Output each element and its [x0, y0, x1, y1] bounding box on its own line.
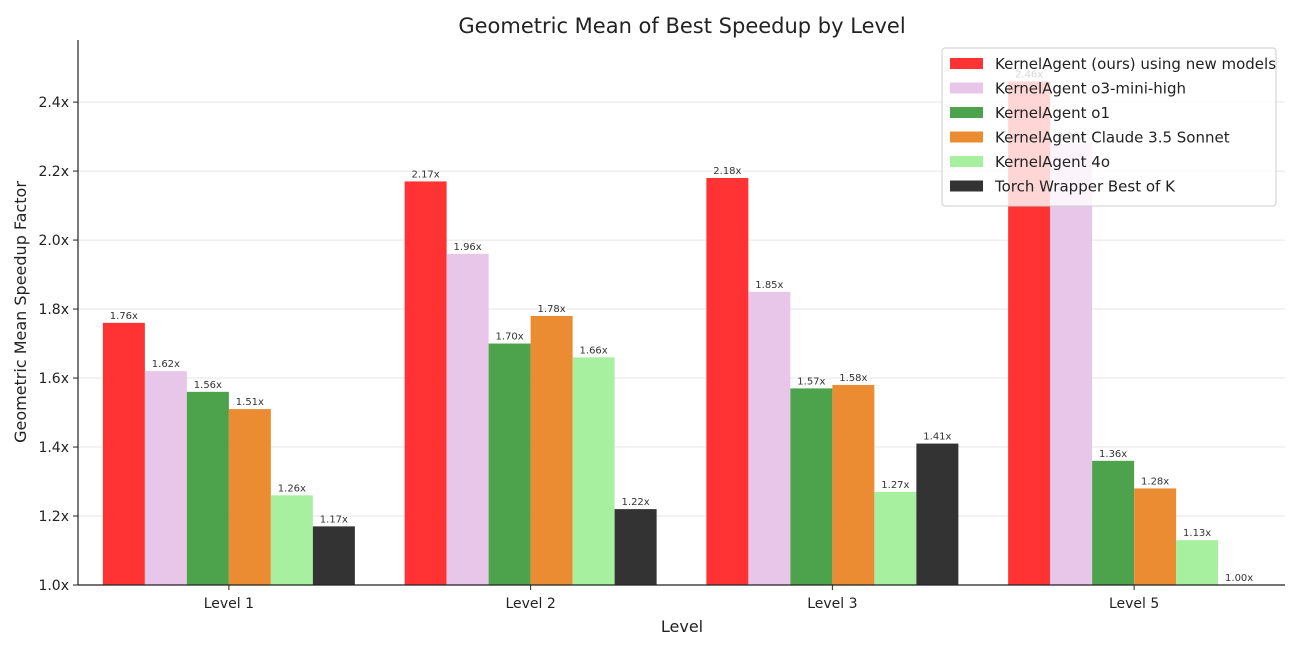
x-axis-label: Level: [661, 617, 703, 636]
y-tick-label: 1.2x: [38, 509, 69, 525]
bar-value-label: 1.57x: [797, 376, 825, 387]
bar-value-label: 1.58x: [839, 373, 867, 384]
bar-value-label: 2.18x: [713, 166, 741, 177]
legend-swatch: [950, 180, 983, 192]
bar: [270, 495, 313, 585]
bar: [1092, 460, 1135, 585]
bar-value-label: 1.96x: [454, 242, 482, 253]
bar: [790, 388, 833, 585]
bar: [312, 526, 355, 585]
legend-label: KernelAgent (ours) using new models: [995, 55, 1276, 73]
legend-label: KernelAgent 4o: [995, 153, 1110, 171]
y-tick-label: 1.6x: [38, 371, 69, 387]
bar-value-label: 1.66x: [580, 345, 608, 356]
bar: [572, 357, 615, 585]
bar-value-label: 1.17x: [320, 514, 348, 525]
legend: KernelAgent (ours) using new models Kerne…: [941, 47, 1277, 207]
bar: [530, 315, 573, 585]
legend-swatch: [950, 156, 983, 167]
bar-value-label: 1.27x: [881, 480, 909, 491]
y-axis-label: Geometric Mean Speedup Factor: [11, 181, 30, 443]
bar: [446, 253, 489, 585]
chart-title: Geometric Mean of Best Speedup by Level: [458, 14, 905, 38]
y-tick-label: 2.4x: [38, 95, 69, 111]
bar: [614, 509, 657, 585]
gridlines: [78, 101, 1285, 517]
bar-value-label: 1.76x: [110, 311, 138, 322]
legend-swatch: [950, 131, 983, 143]
legend-label: KernelAgent Claude 3.5 Sonnet: [995, 129, 1230, 147]
bar: [102, 322, 145, 585]
legend-swatch: [950, 82, 983, 94]
legend-swatch: [950, 58, 983, 69]
bar: [916, 443, 959, 585]
legend-items: KernelAgent (ours) using new models Kerne…: [950, 55, 1276, 196]
legend-label: KernelAgent o1: [995, 104, 1110, 122]
y-tick-label: 1.4x: [38, 440, 69, 456]
bar-value-label: 1.85x: [755, 280, 783, 291]
bar: [186, 391, 229, 585]
bar-value-label: 1.13x: [1183, 528, 1211, 539]
bar-value-label: 1.51x: [236, 397, 264, 408]
bar: [874, 491, 917, 585]
bar-value-label: 1.26x: [278, 483, 306, 494]
y-tick-label: 1.0x: [38, 578, 69, 594]
bars: [102, 81, 1219, 586]
x-tick-label: Level 5: [1109, 596, 1159, 612]
bar: [1176, 540, 1219, 585]
bar-value-label: 1.56x: [194, 380, 222, 391]
x-tick-label: Level 1: [204, 596, 254, 612]
x-tick-label: Level 2: [505, 596, 555, 612]
x-tick-label: Level 3: [807, 596, 857, 612]
bar-labels: 1.76x 1.62x 1.56x 1.51x 1.26x 1.17x 2.17x 1.96x…: [110, 69, 1254, 584]
bar-value-label: 1.28x: [1141, 476, 1169, 487]
bar: [404, 181, 447, 585]
bar: [832, 384, 875, 585]
x-ticks: Level 1 Level 2 Level 3 Level 5: [204, 585, 1159, 612]
bar-value-label: 1.41x: [923, 432, 951, 443]
bar: [748, 291, 791, 585]
bar-value-label: 2.17x: [412, 169, 440, 180]
bar: [488, 343, 531, 585]
y-tick-label: 1.8x: [38, 302, 69, 318]
legend-box: [941, 47, 1277, 207]
bar: [1050, 143, 1093, 585]
bar-value-label: 1.22x: [622, 497, 650, 508]
bar: [706, 177, 749, 586]
bar: [144, 371, 187, 585]
legend-swatch: [950, 107, 983, 118]
bar-value-label: 1.36x: [1099, 449, 1127, 460]
bar-value-label: 1.70x: [496, 332, 524, 343]
legend-label: KernelAgent o3-mini-high: [995, 80, 1186, 98]
y-tick-label: 2.2x: [38, 164, 69, 180]
bar-value-label: 1.78x: [538, 304, 566, 315]
y-tick-label: 2.0x: [38, 233, 69, 249]
legend-label: Torch Wrapper Best of K: [994, 178, 1176, 196]
y-ticks: 1.0x 1.2x 1.4x 1.6x 1.8x 2.0x 2.2x 2.4x: [38, 95, 78, 594]
axes: [77, 40, 1285, 586]
bar: [228, 409, 271, 585]
bar-value-label: 1.00x: [1225, 573, 1253, 584]
bar: [1134, 488, 1177, 585]
bar-value-label: 1.62x: [152, 359, 180, 370]
